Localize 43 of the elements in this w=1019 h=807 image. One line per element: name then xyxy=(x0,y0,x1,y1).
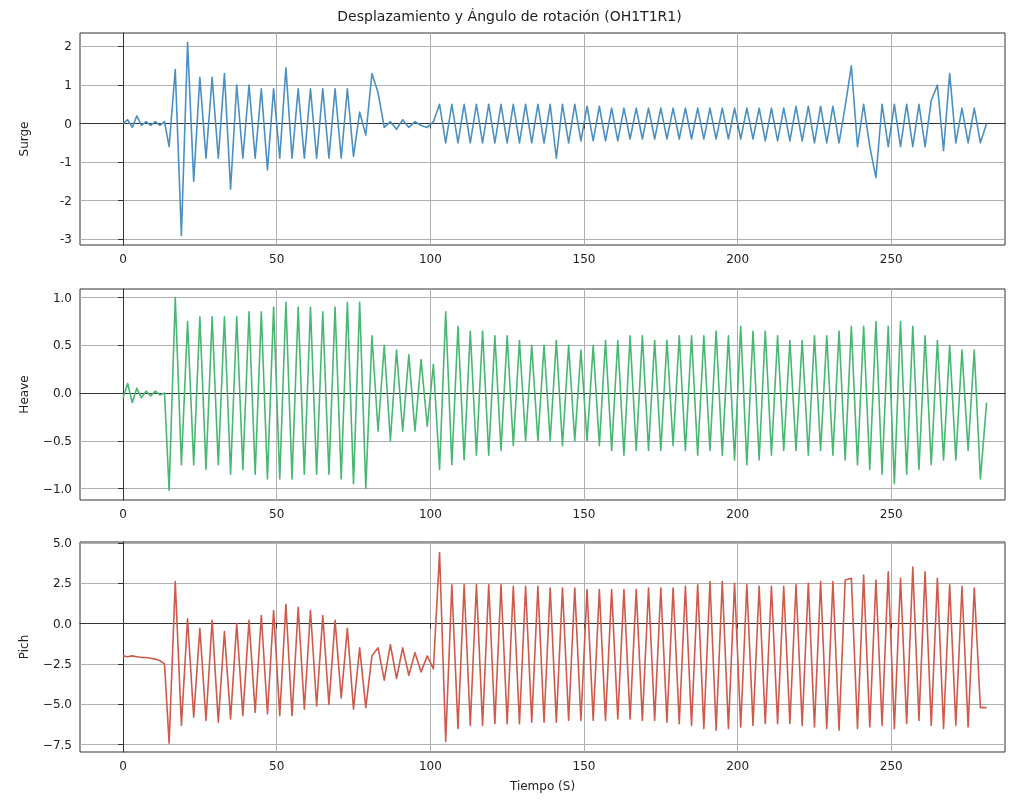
y-tick-label: 5.0 xyxy=(52,535,72,550)
x-tick-label: 150 xyxy=(572,507,596,521)
y-tick-label: 0 xyxy=(64,116,72,131)
y-tick-label: -1 xyxy=(60,155,72,170)
x-tick-label: 50 xyxy=(269,252,285,266)
y-axis-title: Heave xyxy=(17,375,31,414)
y-tick-label: 0.5 xyxy=(52,338,72,353)
x-tick-label: 200 xyxy=(726,252,750,266)
chart-title: Desplazamiento y Ángulo de rotación (OH1T1R1) xyxy=(337,8,682,24)
y-tick-label: 2 xyxy=(64,39,72,54)
y-tick-label: -3 xyxy=(60,232,72,247)
x-tick-label: 100 xyxy=(418,507,442,521)
x-tick-label: 0 xyxy=(119,252,127,266)
x-tick-label: 50 xyxy=(269,759,285,773)
y-tick-label: 0.0 xyxy=(52,386,72,401)
x-tick-label: 0 xyxy=(119,507,127,521)
y-tick-label: −5.0 xyxy=(42,697,72,712)
y-axis-title: Surge xyxy=(17,121,31,157)
y-tick-label: 1 xyxy=(64,78,72,93)
x-axis-title: Tiempo (S) xyxy=(508,779,576,793)
x-tick-label: 200 xyxy=(726,759,750,773)
y-tick-label: −0.5 xyxy=(42,433,72,448)
x-tick-label: 250 xyxy=(879,759,903,773)
line-series xyxy=(122,296,988,492)
x-tick-label: 100 xyxy=(418,252,442,266)
y-axis-title: Pich xyxy=(17,634,31,660)
x-tick-label: 150 xyxy=(572,759,596,773)
y-tick-label: 2.5 xyxy=(52,576,72,591)
y-tick-label: 0.0 xyxy=(52,616,72,631)
x-tick-label: 0 xyxy=(119,759,127,773)
y-tick-label: −2.5 xyxy=(42,656,72,671)
x-tick-label: 50 xyxy=(269,507,285,521)
x-tick-label: 250 xyxy=(879,507,903,521)
y-tick-label: 1.0 xyxy=(52,290,72,305)
y-tick-label: −1.0 xyxy=(42,481,72,496)
x-tick-label: 150 xyxy=(572,252,596,266)
line-series xyxy=(122,41,988,237)
x-tick-label: 200 xyxy=(726,507,750,521)
x-tick-label: 100 xyxy=(418,759,442,773)
y-tick-label: −7.5 xyxy=(42,737,72,752)
line-series xyxy=(122,551,988,744)
y-tick-label: -2 xyxy=(60,193,72,208)
x-tick-label: 250 xyxy=(879,252,903,266)
